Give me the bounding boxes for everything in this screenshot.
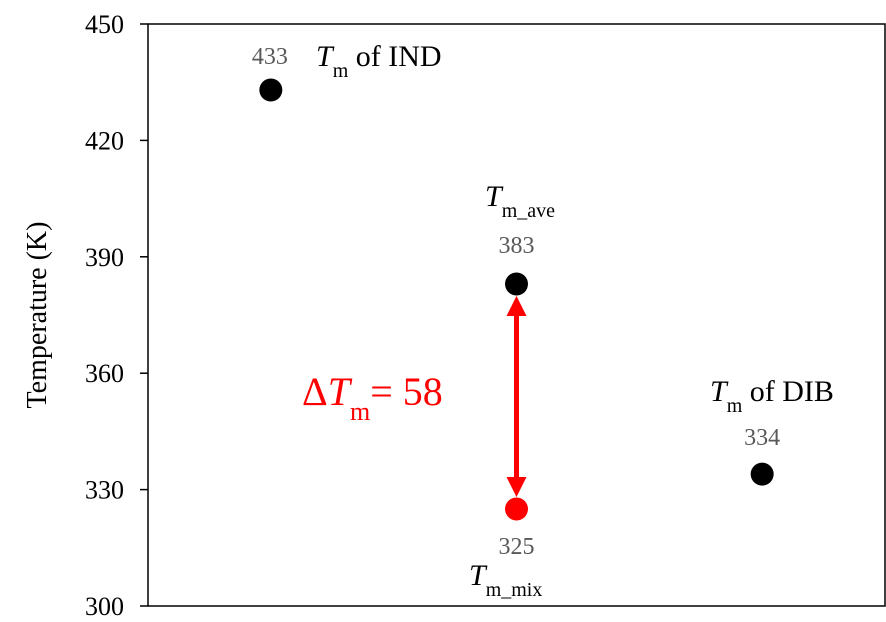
data-point-label: 383	[499, 233, 535, 259]
data-point-label: 433	[252, 44, 288, 70]
y-tick-label: 360	[85, 359, 124, 388]
annotation-delta-tm: ΔTm= 58	[302, 369, 443, 426]
data-point	[505, 272, 528, 295]
y-tick-label: 330	[85, 476, 124, 505]
annotation-tm-ind: Tm of IND	[316, 40, 442, 82]
y-axis-title: Temperature (K)	[22, 222, 53, 409]
data-point-label: 334	[744, 425, 780, 451]
y-tick-label: 300	[85, 592, 124, 617]
data-point	[505, 498, 528, 521]
y-tick-label: 390	[85, 243, 124, 272]
annotation-tm-dib: Tm of DIB	[710, 375, 834, 417]
data-point	[259, 78, 282, 101]
y-axis-ticks: 300 330 360 390 420 450	[85, 10, 148, 617]
data-point	[751, 463, 774, 486]
y-tick-label: 420	[85, 126, 124, 155]
annotation-tm-mix: Tm_mix	[469, 559, 542, 601]
annotation-tm-ave: Tm_ave	[485, 180, 555, 222]
data-point-label: 325	[499, 534, 535, 560]
y-tick-label: 450	[85, 10, 124, 39]
